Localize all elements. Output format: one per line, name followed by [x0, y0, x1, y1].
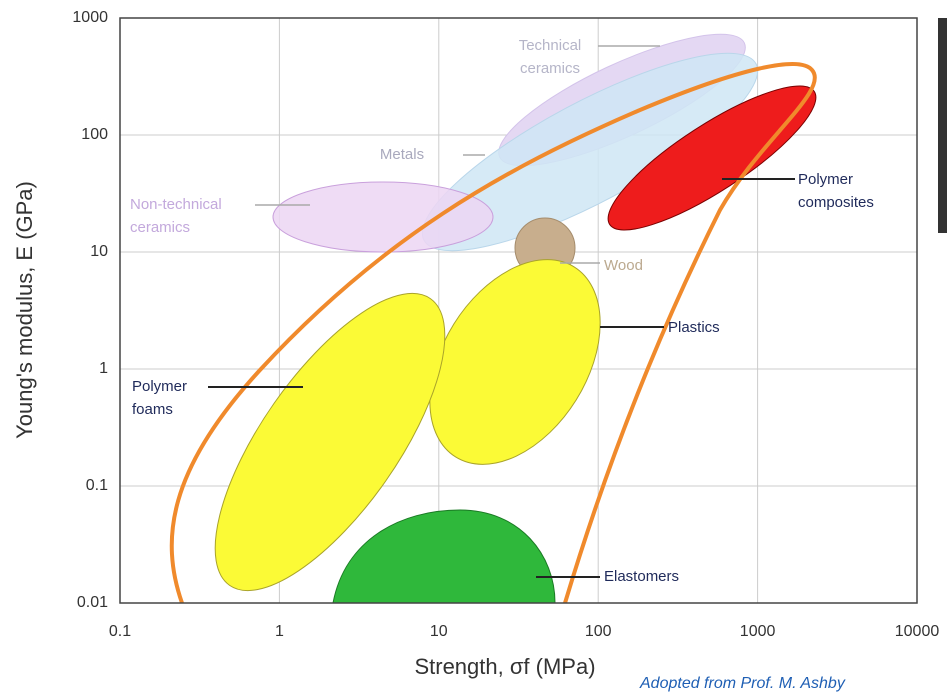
image-edge [938, 18, 947, 233]
non-technical-ceramics-region [272, 181, 494, 253]
credit: Adopted from Prof. M. Ashby [639, 675, 846, 692]
y-tick-label: 100 [81, 126, 108, 143]
polymer-composites-region [607, 85, 817, 231]
plot-frame [119, 17, 918, 604]
polymer-foams-region [214, 292, 446, 592]
y-tick-label: 1000 [72, 9, 108, 26]
envelope [169, 62, 817, 604]
elastomers-region [332, 509, 556, 604]
region-label: composites [798, 194, 874, 211]
region-label: ceramics [520, 60, 580, 77]
region-label: foams [132, 401, 173, 418]
y-tick-label: 10 [90, 243, 108, 260]
region-label: Wood [604, 257, 643, 274]
region-label: Polymer [132, 378, 187, 395]
x-tick-label: 100 [585, 623, 612, 640]
y-axis-title: Young's modulus, E (GPa) [12, 181, 37, 439]
region-label: Elastomers [604, 568, 679, 585]
x-axis-title: Strength, σf (MPa) [414, 654, 595, 679]
y-tick-label: 1 [99, 360, 108, 377]
region-label: Metals [380, 146, 424, 163]
x-tick-label: 0.1 [109, 623, 131, 640]
region-label: Polymer [798, 171, 853, 188]
plastics-region [429, 259, 601, 465]
y-tick-label: 0.01 [77, 594, 108, 611]
region-label: Technical [519, 37, 582, 54]
region-label: Plastics [668, 319, 720, 336]
x-tick-label: 10000 [895, 623, 940, 640]
y-tick-label: 0.1 [86, 477, 108, 494]
x-tick-label: 1 [275, 623, 284, 640]
region-label: Non-technical [130, 196, 222, 213]
x-tick-label: 10 [430, 623, 448, 640]
x-tick-label: 1000 [740, 623, 776, 640]
region-label: ceramics [130, 219, 190, 236]
